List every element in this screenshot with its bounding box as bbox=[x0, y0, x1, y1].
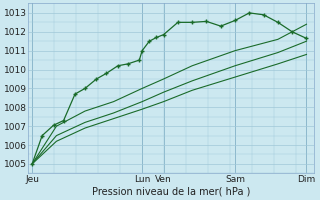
X-axis label: Pression niveau de la mer( hPa ): Pression niveau de la mer( hPa ) bbox=[92, 187, 250, 197]
